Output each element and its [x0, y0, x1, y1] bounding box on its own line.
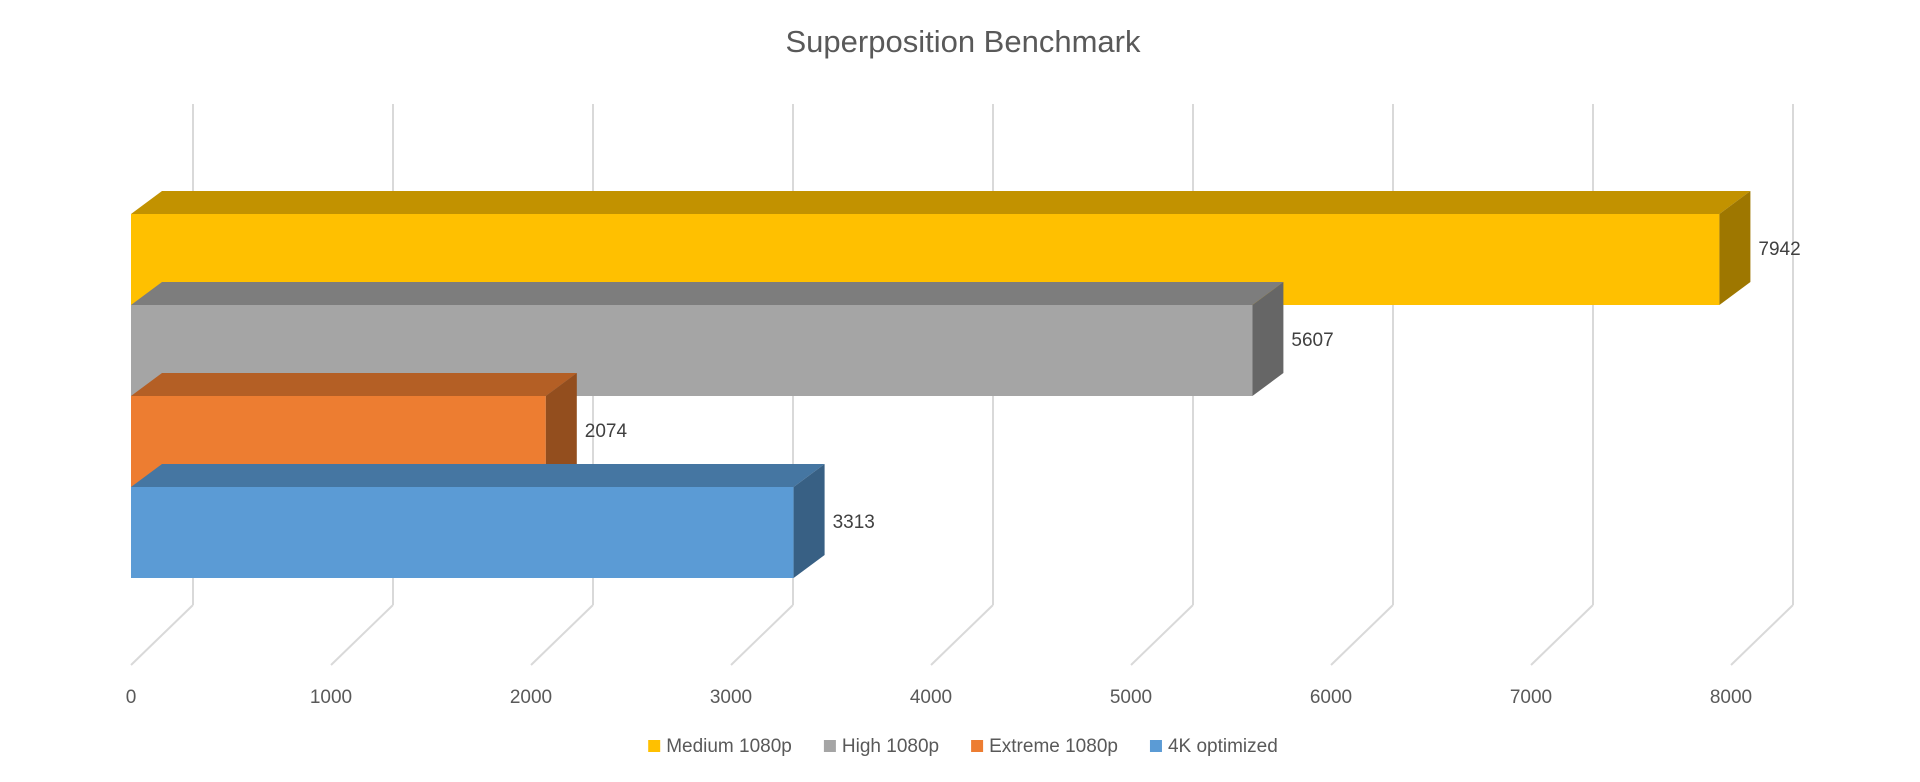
- bars: [131, 191, 1751, 578]
- x-axis-ticks: 0 1000 2000 3000 4000 5000 6000 7000 8000: [126, 687, 1752, 708]
- x-tick-label: 0: [126, 687, 137, 708]
- x-tick-label: 8000: [1710, 687, 1752, 708]
- bar-side-face: [1252, 282, 1284, 396]
- legend-swatch: [648, 740, 661, 752]
- bar-top-face: [131, 464, 825, 487]
- gridline-floor: [530, 604, 594, 666]
- data-label: 7942: [1758, 239, 1800, 260]
- data-labels: 7942 5607 2074 3313: [585, 239, 1801, 533]
- gridline-floor: [1330, 604, 1394, 666]
- gridline-floor: [930, 604, 994, 666]
- bar-front-face: [131, 487, 794, 578]
- legend-swatch: [971, 740, 984, 752]
- legend-label: 4K optimized: [1168, 736, 1278, 757]
- x-tick-label: 7000: [1510, 687, 1552, 708]
- legend-label: High 1080p: [842, 736, 939, 757]
- bar-4k-optimized: [131, 464, 825, 578]
- data-label: 5607: [1291, 330, 1333, 351]
- legend-item: 4K optimized: [1149, 736, 1278, 757]
- gridline-floor: [730, 604, 794, 666]
- bar-top-face: [131, 191, 1751, 214]
- bar-side-face: [1719, 191, 1751, 305]
- gridline-floor: [330, 604, 394, 666]
- bar-side-face: [793, 464, 825, 578]
- x-tick-label: 1000: [310, 687, 352, 708]
- x-tick-label: 3000: [710, 687, 752, 708]
- legend: Medium 1080p High 1080p Extreme 1080p 4K op…: [648, 736, 1278, 757]
- legend-item: Extreme 1080p: [971, 736, 1118, 757]
- x-tick-label: 4000: [910, 687, 952, 708]
- chart-title: Superposition Benchmark: [786, 24, 1141, 59]
- gridline-floor: [1130, 604, 1194, 666]
- x-tick-label: 2000: [510, 687, 552, 708]
- gridline-floor: [130, 604, 194, 666]
- data-label: 3313: [833, 512, 875, 533]
- legend-swatch: [823, 740, 836, 752]
- data-label: 2074: [585, 421, 628, 442]
- legend-label: Medium 1080p: [666, 736, 792, 757]
- bar-top-face: [131, 373, 577, 396]
- gridline-floor: [1730, 604, 1794, 666]
- legend-item: High 1080p: [823, 736, 939, 757]
- legend-label: Extreme 1080p: [989, 736, 1118, 757]
- legend-item: Medium 1080p: [648, 736, 792, 757]
- gridline-floor: [1530, 604, 1594, 666]
- bar-top-face: [131, 282, 1284, 305]
- legend-swatch: [1149, 740, 1162, 752]
- x-tick-label: 6000: [1310, 687, 1352, 708]
- bar-side-face: [545, 373, 577, 487]
- x-tick-label: 5000: [1110, 687, 1152, 708]
